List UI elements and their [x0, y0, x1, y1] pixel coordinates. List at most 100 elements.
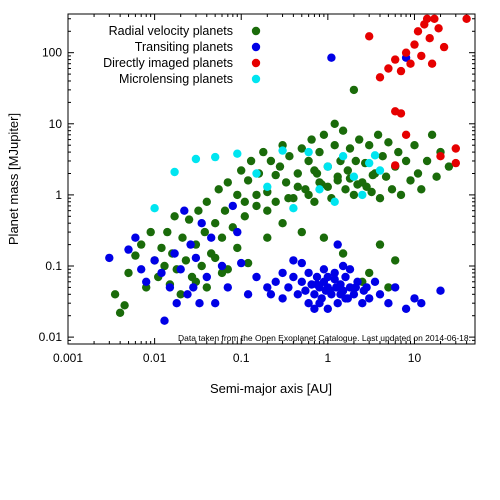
data-point	[240, 212, 249, 221]
data-point	[345, 144, 355, 153]
data-point	[263, 283, 272, 292]
data-point	[115, 308, 125, 317]
data-point	[304, 268, 313, 278]
data-point	[223, 178, 232, 187]
data-point	[462, 14, 471, 23]
data-point	[315, 178, 324, 187]
data-point	[362, 182, 371, 191]
data-point	[375, 240, 385, 249]
data-point	[293, 290, 302, 299]
data-point	[349, 172, 359, 181]
data-point	[237, 166, 246, 175]
data-point	[131, 251, 140, 260]
data-point	[281, 178, 291, 187]
data-point	[202, 272, 211, 282]
data-point	[181, 256, 191, 265]
data-point	[345, 265, 355, 274]
series-1	[110, 85, 454, 317]
x-tick-label: 1	[325, 351, 332, 365]
data-point	[410, 141, 419, 150]
data-point	[207, 233, 216, 242]
data-point	[396, 109, 406, 118]
data-point	[312, 272, 322, 282]
data-point	[228, 201, 237, 211]
x-tick-label: 0.1	[233, 351, 250, 365]
data-point	[297, 144, 306, 153]
data-point	[333, 240, 342, 249]
legend-marker	[251, 58, 261, 68]
data-source-annotation: Data taken from the Open Exoplanet Catal…	[178, 333, 471, 343]
data-point	[413, 27, 423, 36]
data-point	[278, 294, 287, 303]
legend: Radial velocity planets Transiting planet…	[103, 24, 261, 86]
data-point	[375, 290, 385, 299]
plot-frame	[67, 13, 476, 345]
series-4	[150, 146, 385, 213]
data-point	[338, 249, 348, 258]
data-point	[186, 240, 195, 249]
data-point	[338, 261, 348, 271]
data-point	[425, 34, 434, 43]
data-point	[365, 32, 374, 41]
data-point	[333, 176, 342, 185]
data-point	[200, 227, 209, 237]
data-point	[349, 85, 359, 95]
data-point	[157, 268, 166, 278]
data-point	[142, 277, 151, 286]
data-point	[365, 141, 374, 150]
data-point	[422, 14, 432, 23]
data-point	[233, 227, 242, 237]
data-point	[341, 294, 350, 303]
data-point	[353, 180, 362, 189]
data-point	[391, 256, 400, 265]
data-point	[341, 185, 350, 194]
data-point	[293, 169, 302, 178]
data-point	[410, 294, 419, 303]
data-point	[375, 73, 385, 82]
data-point	[451, 144, 460, 153]
y-tick-label: 10	[49, 117, 63, 131]
data-point	[422, 156, 432, 166]
data-point	[137, 240, 146, 249]
data-point	[391, 283, 400, 292]
y-tick-label: 1	[55, 188, 62, 202]
data-point	[370, 151, 380, 160]
data-point	[191, 253, 201, 263]
data-point	[430, 14, 439, 23]
data-point	[285, 152, 294, 161]
data-point	[351, 283, 360, 292]
data-point	[120, 301, 129, 310]
data-point	[271, 277, 280, 286]
data-point	[307, 135, 316, 144]
y-tick-label: 0.1	[45, 259, 62, 273]
data-point	[427, 59, 437, 68]
data-point	[289, 272, 298, 282]
data-point	[332, 283, 341, 292]
legend-marker	[251, 26, 261, 36]
data-point	[396, 190, 406, 200]
data-point	[146, 227, 155, 237]
x-tick-label: 10	[408, 351, 422, 365]
data-point	[160, 316, 169, 325]
data-point	[266, 290, 276, 299]
data-point	[417, 299, 426, 308]
data-point	[343, 166, 352, 175]
data-point	[367, 187, 376, 197]
data-point	[176, 290, 185, 299]
data-point	[444, 162, 454, 171]
legend-label: Transiting planets	[135, 40, 233, 54]
data-point	[293, 182, 302, 191]
data-point	[387, 185, 397, 194]
data-point	[243, 290, 253, 299]
data-point	[333, 299, 342, 308]
data-point	[217, 233, 227, 242]
data-point	[223, 283, 232, 292]
data-point	[304, 190, 313, 200]
data-point	[349, 190, 359, 200]
data-point	[189, 283, 198, 292]
data-point	[233, 149, 242, 158]
data-point	[301, 286, 310, 295]
data-point	[330, 141, 339, 150]
data-point	[271, 197, 280, 206]
data-point	[263, 233, 272, 242]
